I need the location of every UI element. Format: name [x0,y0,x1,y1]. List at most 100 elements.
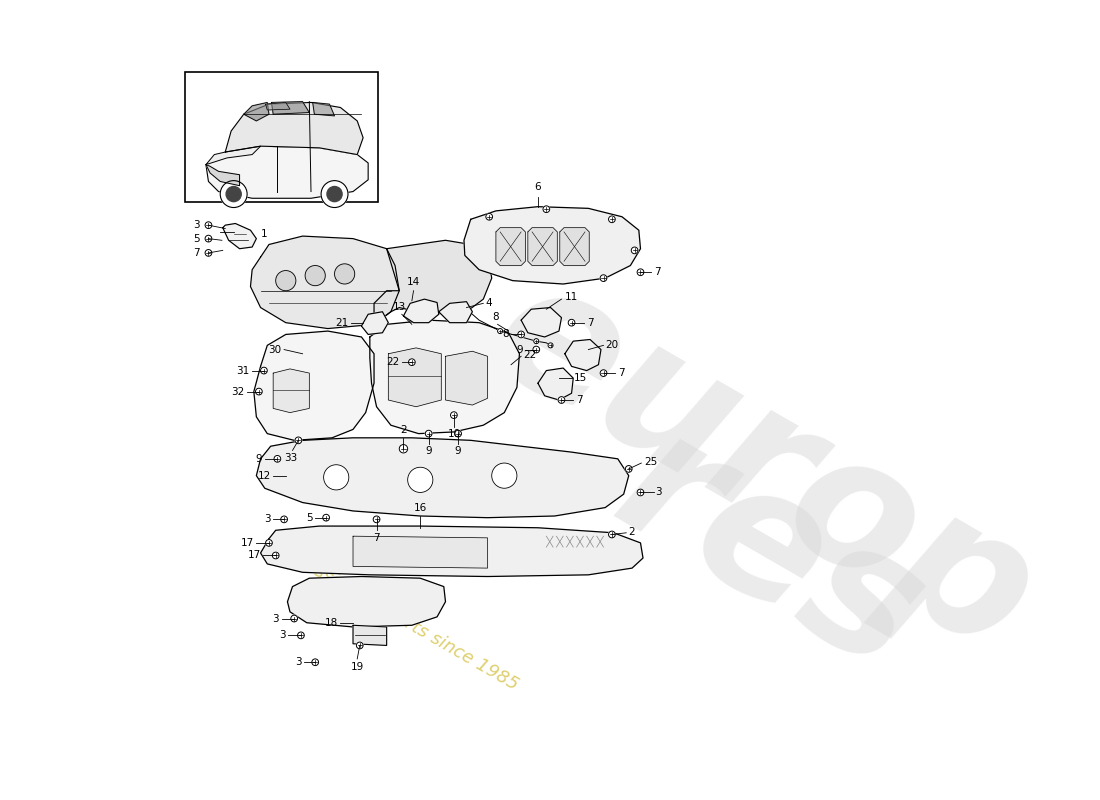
Text: 19: 19 [351,662,364,672]
Text: 7: 7 [618,368,625,378]
Circle shape [569,319,575,326]
Text: 32: 32 [231,386,244,397]
Polygon shape [370,320,519,434]
Text: 7: 7 [194,248,200,258]
Circle shape [454,430,462,437]
Polygon shape [374,240,492,324]
Polygon shape [256,438,629,518]
Polygon shape [538,368,573,400]
Polygon shape [446,351,487,405]
Text: 1: 1 [261,229,267,238]
Text: 11: 11 [564,293,579,302]
Circle shape [280,516,287,522]
Circle shape [637,269,644,276]
Circle shape [255,388,262,395]
Text: 31: 31 [236,366,250,375]
Polygon shape [226,102,363,154]
Circle shape [451,412,458,418]
Circle shape [295,437,301,444]
Circle shape [558,397,564,403]
Polygon shape [254,331,374,440]
Circle shape [297,632,305,638]
Text: a passion for parts since 1985: a passion for parts since 1985 [277,542,521,694]
Circle shape [274,455,280,462]
Circle shape [205,222,212,229]
Text: 10: 10 [448,430,461,439]
Text: 25: 25 [644,457,657,467]
Circle shape [327,186,342,202]
Polygon shape [564,339,601,370]
Circle shape [373,516,380,522]
Polygon shape [560,228,590,266]
Polygon shape [496,228,526,266]
Circle shape [637,489,644,496]
Circle shape [518,331,525,338]
Text: 30: 30 [268,345,282,354]
Text: 22: 22 [522,350,536,360]
Text: 33: 33 [284,453,297,463]
Circle shape [290,615,297,622]
Text: 9: 9 [255,454,262,464]
Text: 17: 17 [241,538,254,548]
Circle shape [631,247,638,254]
Text: 8: 8 [502,330,508,339]
Polygon shape [206,146,368,198]
Circle shape [408,467,433,493]
Circle shape [322,514,330,521]
Text: 7: 7 [653,267,661,278]
Text: 14: 14 [407,277,420,286]
Circle shape [532,346,540,353]
Polygon shape [206,165,240,186]
Text: 12: 12 [257,470,271,481]
Circle shape [408,359,415,366]
Text: 3: 3 [279,630,286,640]
Text: 3: 3 [264,514,271,524]
Text: 7: 7 [575,395,582,405]
Bar [185,72,378,202]
Circle shape [497,329,503,334]
Text: res: res [588,395,953,707]
Text: 13: 13 [393,302,406,312]
Polygon shape [206,146,261,165]
Text: 3: 3 [295,658,301,667]
Circle shape [486,214,493,220]
Circle shape [227,186,241,202]
Text: 7: 7 [373,533,380,543]
Circle shape [205,250,212,256]
Circle shape [311,659,319,666]
Circle shape [321,181,348,207]
Circle shape [323,465,349,490]
Circle shape [626,466,632,472]
Circle shape [548,343,553,348]
Circle shape [426,430,432,437]
Text: 7: 7 [586,318,593,328]
Polygon shape [273,369,309,413]
Polygon shape [312,102,334,116]
Text: 2: 2 [629,527,636,537]
Text: 9: 9 [426,446,432,456]
Circle shape [334,264,354,284]
Circle shape [492,463,517,488]
Polygon shape [287,577,446,627]
Polygon shape [222,223,256,249]
Circle shape [261,367,267,374]
Text: 4: 4 [486,298,493,308]
Text: 21: 21 [336,318,349,328]
Polygon shape [464,206,640,284]
Polygon shape [404,299,439,322]
Text: 22: 22 [386,357,399,367]
Circle shape [305,266,326,286]
Polygon shape [244,102,270,121]
Polygon shape [272,102,309,114]
Text: 5: 5 [194,234,200,244]
Circle shape [601,274,607,282]
Circle shape [534,338,539,344]
Polygon shape [528,228,558,266]
Polygon shape [261,526,644,577]
Polygon shape [353,536,487,568]
Text: 8: 8 [493,312,499,322]
Text: 3: 3 [656,487,662,498]
Polygon shape [439,302,472,322]
Text: 9: 9 [454,446,461,456]
Circle shape [205,235,212,242]
